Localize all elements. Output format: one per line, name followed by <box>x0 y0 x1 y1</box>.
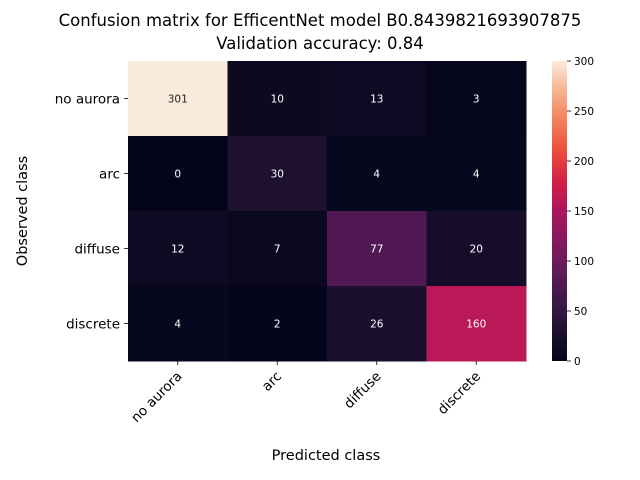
colorbar: 0 50 100 150 200 250 300 <box>552 56 594 368</box>
cell-value-label: 0 <box>174 169 181 181</box>
heatmap-cell <box>426 286 527 362</box>
heatmap-cell <box>426 136 527 212</box>
colorbar-tick-label: 300 <box>574 56 594 68</box>
x-axis-ticks: no aurora arc diffuse discrete <box>128 361 484 426</box>
heatmap-cell <box>327 136 427 212</box>
colorbar-tick-label: 0 <box>574 356 581 368</box>
cell-value-label: 4 <box>373 169 380 181</box>
heatmap-cell <box>327 61 427 137</box>
heatmap-cell <box>327 211 427 287</box>
heatmap-cell <box>426 61 527 137</box>
cell-value-label: 2 <box>274 319 281 331</box>
heatmap-cell <box>327 286 427 362</box>
colorbar-gradient <box>552 61 567 361</box>
y-tick-label: diffuse <box>74 242 120 258</box>
x-tick-label: no aurora <box>128 369 185 426</box>
heatmap-cell <box>227 211 328 287</box>
colorbar-tick-label: 200 <box>574 156 594 168</box>
x-tick-label: discrete <box>435 369 484 418</box>
colorbar-tick-label: 50 <box>574 306 587 318</box>
x-tick-label: arc <box>259 369 285 395</box>
chart-title: Confusion matrix for EfficentNet model B… <box>58 11 582 30</box>
heatmap-cell-labels: 301 10 13 30 30 4 412 7 77 204 2 26 160 <box>168 94 487 331</box>
colorbar-tick-label: 250 <box>574 106 594 118</box>
x-axis-label: Predicted class <box>272 448 381 464</box>
heatmap-cell <box>227 286 328 362</box>
cell-value-label: 7 <box>274 244 281 256</box>
cell-value-label: 4 <box>473 169 480 181</box>
heatmap-cell <box>227 136 328 212</box>
cell-value-label: 13 <box>370 94 383 106</box>
heatmap-cells <box>128 61 527 362</box>
x-tick-label: diffuse <box>341 369 385 413</box>
cell-value-label: 12 <box>171 244 184 256</box>
heatmap-cell <box>426 211 527 287</box>
colorbar-tick-label: 100 <box>574 256 594 268</box>
heatmap-cell <box>128 211 228 287</box>
y-tick-label: no aurora <box>55 92 120 108</box>
cell-value-label: 10 <box>271 94 284 106</box>
heatmap-cell <box>227 61 328 137</box>
cell-value-label: 160 <box>466 319 486 331</box>
cell-value-label: 3 <box>473 94 480 106</box>
y-axis-ticks: no aurora arc diffuse discrete <box>55 92 128 333</box>
cell-value-label: 30 <box>271 169 284 181</box>
heatmap-cell <box>128 286 228 362</box>
heatmap-cell <box>128 61 228 137</box>
heatmap-cell <box>128 136 228 212</box>
y-tick-label: discrete <box>66 317 120 333</box>
chart-subtitle: Validation accuracy: 0.84 <box>216 34 424 53</box>
cell-value-label: 26 <box>370 319 384 331</box>
cell-value-label: 20 <box>470 244 483 256</box>
y-axis-label: Observed class <box>15 156 31 266</box>
cell-value-label: 4 <box>174 319 181 331</box>
cell-value-label: 77 <box>370 244 383 256</box>
cell-value-label: 301 <box>168 94 188 106</box>
y-tick-label: arc <box>99 167 120 183</box>
colorbar-tick-label: 150 <box>574 206 594 218</box>
